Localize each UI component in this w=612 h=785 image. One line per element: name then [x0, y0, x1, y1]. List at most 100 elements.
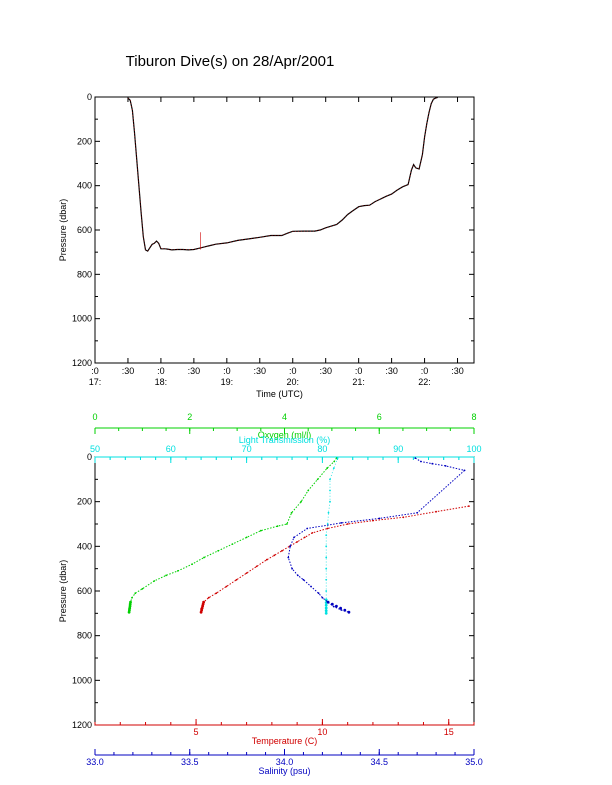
data-point: [324, 611, 328, 615]
data-point: [333, 460, 336, 463]
data-point: [326, 523, 329, 525]
data-point: [324, 598, 328, 602]
data-point: [317, 592, 320, 595]
data-point: [324, 609, 328, 613]
data-point: [235, 578, 238, 581]
x-tick-label: :30: [254, 366, 267, 376]
data-point: [435, 510, 437, 513]
data-point: [302, 578, 305, 581]
data-point: [325, 534, 328, 537]
data-point: [343, 608, 347, 612]
data-point: [347, 610, 351, 614]
y-axis-label: Pressure (dbar): [58, 560, 68, 623]
x-tick-label: 2: [187, 412, 192, 422]
data-point: [287, 556, 290, 559]
data-point: [255, 565, 258, 568]
y-axis-label: Pressure (dbar): [58, 199, 68, 262]
x-tick-label: :30: [451, 366, 464, 376]
x-tick-label: :30: [122, 366, 135, 376]
x-tick-hour-label: 18:: [155, 377, 168, 387]
data-point: [177, 570, 179, 572]
x-tick-label: :0: [289, 366, 297, 376]
data-point: [290, 511, 293, 514]
x-tick-label: 0: [92, 412, 97, 422]
x-tick-hour-label: 19:: [221, 377, 234, 387]
y-tick-label: 0: [87, 92, 92, 102]
x-tick-label: 100: [466, 444, 481, 454]
data-point: [141, 587, 144, 590]
data-point: [340, 522, 343, 524]
data-point: [329, 478, 331, 481]
series-oxygen-ml-l-: [128, 457, 338, 613]
x-tick-label: :30: [319, 366, 332, 376]
y-tick-label: 1000: [72, 675, 92, 685]
x-tick-label: 10: [317, 727, 327, 737]
x-tick-hour-label: 21:: [352, 377, 365, 387]
x-tick-label: 15: [444, 727, 454, 737]
y-tick-label: 200: [77, 136, 92, 146]
x-tick-label: :0: [355, 366, 363, 376]
data-point: [463, 469, 466, 472]
y-tick-label: 1200: [72, 358, 92, 368]
data-point: [325, 578, 328, 581]
data-point: [307, 489, 310, 492]
x-tick-label: 33.5: [181, 757, 199, 767]
data-point: [245, 572, 248, 574]
dive-profile-chart: 020040060080010001200:0:30:0:30:0:30:0:3…: [58, 92, 475, 399]
data-point: [372, 519, 374, 522]
plot-frame: [94, 456, 475, 726]
series-line-pressure: [127, 96, 438, 252]
data-point: [324, 606, 328, 610]
data-point: [273, 554, 276, 557]
data-point: [300, 500, 302, 503]
data-point: [326, 600, 330, 604]
data-point: [191, 563, 194, 566]
x-tick-hour-label: 20:: [286, 377, 299, 387]
data-point: [326, 467, 328, 470]
x-tick-label: 80: [317, 444, 327, 454]
data-point: [286, 523, 288, 525]
y-tick-label: 800: [77, 631, 92, 641]
data-point: [330, 602, 334, 606]
data-point: [231, 543, 234, 545]
data-point: [153, 580, 156, 582]
data-point: [329, 489, 331, 492]
data-point: [310, 585, 312, 588]
x-tick-hour-label: 22:: [418, 377, 431, 387]
data-point: [311, 532, 314, 534]
data-point: [265, 558, 268, 561]
data-point: [329, 500, 331, 503]
x-tick-label: 90: [393, 444, 403, 454]
profile-scatter-chart: 0 200 400 600 800 1000 1200 Pressure (dbar) 0 2 4 6…: [58, 412, 483, 776]
chart-title: Tiburon Dive(s) on 28/Apr/2001: [126, 53, 335, 70]
x-tick-label: 33.0: [86, 757, 104, 767]
data-point: [215, 592, 218, 595]
data-point: [332, 605, 335, 608]
y-tick-label: 1000: [72, 314, 92, 324]
x-axis-label: Oxygen (ml/l): [258, 430, 312, 440]
x-tick-label: 8: [471, 412, 476, 422]
data-point: [324, 603, 328, 607]
data-point: [431, 462, 434, 465]
y-tick-label: 800: [77, 269, 92, 279]
data-point: [293, 536, 295, 539]
data-point: [303, 536, 306, 539]
data-point: [327, 511, 330, 514]
x-tick-label: :30: [188, 366, 201, 376]
x-tick-label: 50: [90, 444, 100, 454]
x-axis-label: Light Transmission (%): [239, 435, 331, 445]
data-point: [378, 517, 381, 520]
data-point: [335, 604, 338, 608]
data-point: [289, 545, 292, 548]
plot-frame: [94, 96, 475, 364]
y-tick-label: 200: [77, 497, 92, 507]
x-axis-label: Time (UTC): [256, 389, 303, 399]
data-point: [259, 529, 262, 532]
data-point: [336, 457, 339, 459]
data-point: [420, 460, 422, 463]
x-tick-label: :0: [223, 366, 231, 376]
y-tick-label: 400: [77, 541, 92, 551]
y-tick-label: 1200: [72, 720, 92, 730]
data-point: [165, 574, 168, 577]
